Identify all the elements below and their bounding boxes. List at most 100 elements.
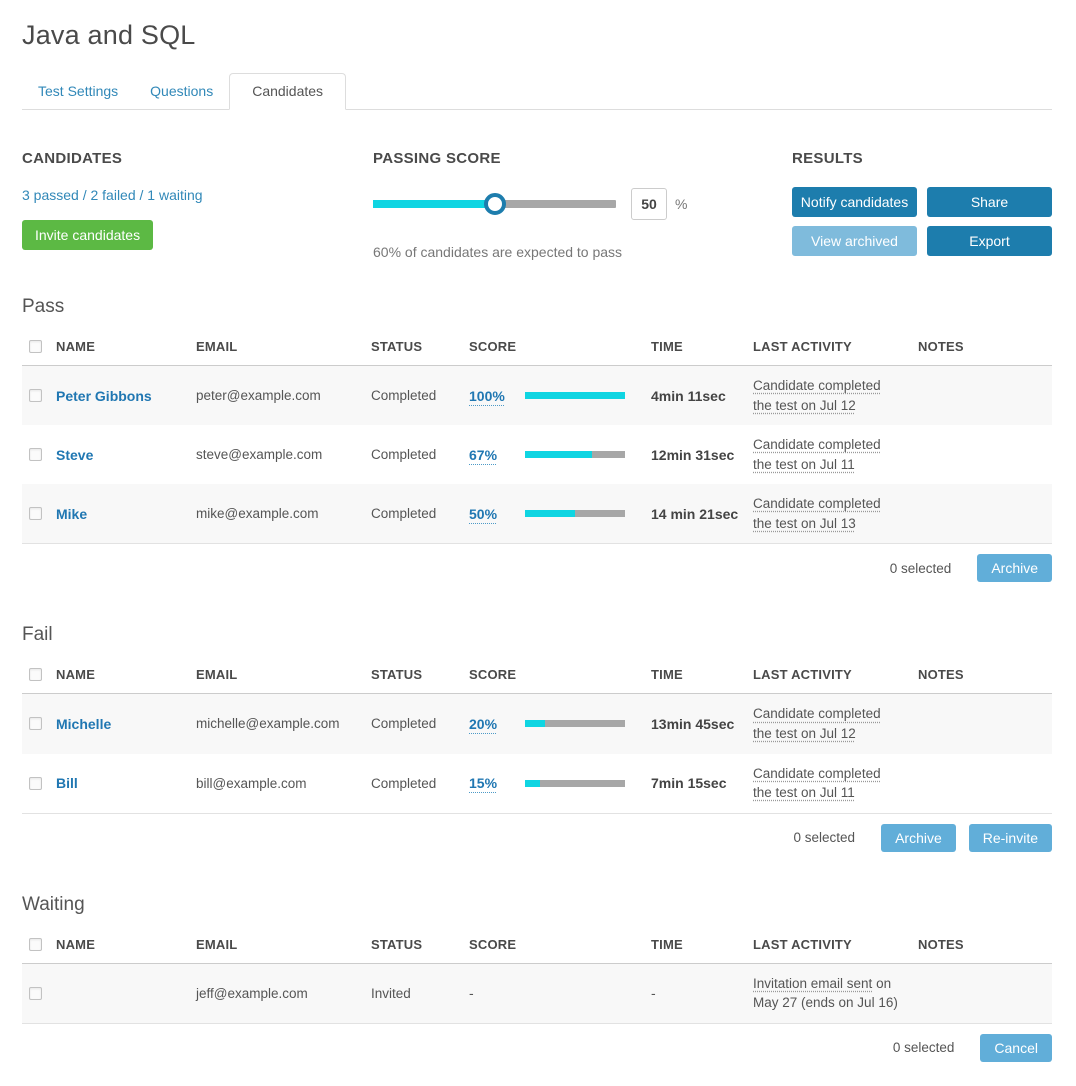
candidates-panel: CANDIDATES 3 passed / 2 failed / 1 waiti… xyxy=(22,150,373,260)
section-title: Pass xyxy=(22,296,65,317)
candidates-summary-link[interactable]: 3 passed / 2 failed / 1 waiting xyxy=(22,187,203,203)
passing-score-panel: PASSING SCORE % 60% of candidates are ex… xyxy=(373,150,787,260)
select-all-checkbox[interactable] xyxy=(29,340,42,353)
score-link[interactable]: 15% xyxy=(469,775,498,792)
candidate-name-link[interactable]: Mike xyxy=(56,505,88,522)
notify-candidates-button[interactable]: Notify candidates xyxy=(792,187,917,217)
activity-tooltip-link[interactable]: Candidate completed the test on Jul 11 xyxy=(753,765,881,801)
passing-score-input[interactable] xyxy=(631,188,667,220)
last-activity-text: Candidate completed the test on Jul 13 xyxy=(753,494,912,533)
column-header-last-activity: LAST ACTIVITY xyxy=(753,658,918,695)
section-footer: 0 selected Archive Re-invite xyxy=(22,823,1052,852)
tab-test-settings[interactable]: Test Settings xyxy=(38,83,119,99)
table-header-row: NAME EMAIL STATUS SCORE TIME LAST ACTIVITY NOT… xyxy=(22,330,1052,366)
archive-button[interactable]: Archive xyxy=(881,823,956,852)
score-bar xyxy=(525,392,625,400)
section-footer: 0 selected Archive xyxy=(22,554,1052,583)
score-bar xyxy=(525,451,625,459)
candidate-name-link[interactable]: Bill xyxy=(56,775,78,792)
slider-handle[interactable] xyxy=(483,193,506,215)
column-header-name: NAME xyxy=(56,658,196,695)
activity-tooltip-link[interactable]: Invitation email sent xyxy=(753,975,873,991)
row-select-cell xyxy=(22,425,56,484)
score-bar-fill xyxy=(525,451,592,459)
row-checkbox[interactable] xyxy=(29,448,42,462)
time-cell: 12min 31sec xyxy=(651,425,753,484)
candidate-row: Bill bill@example.com Completed 15% 7min 15s… xyxy=(22,753,1052,814)
row-checkbox[interactable] xyxy=(29,986,42,1000)
score-bar-fill xyxy=(525,779,540,787)
last-activity-cell: Candidate completed the test on Jul 12 xyxy=(753,366,918,426)
column-header-time: TIME xyxy=(651,927,753,964)
tab-candidates[interactable]: Candidates xyxy=(229,73,347,110)
candidate-name-link[interactable]: Peter Gibbons xyxy=(56,387,152,404)
results-heading: RESULTS xyxy=(792,150,863,167)
name-cell: Peter Gibbons xyxy=(56,366,196,426)
cancel-button[interactable]: Cancel xyxy=(980,1033,1052,1062)
activity-tooltip-link[interactable]: Candidate completed the test on Jul 11 xyxy=(753,437,881,472)
export-button[interactable]: Export xyxy=(927,226,1052,256)
share-button[interactable]: Share xyxy=(927,187,1052,217)
column-header-email: EMAIL xyxy=(196,330,371,366)
row-checkbox[interactable] xyxy=(29,717,42,731)
candidate-row: jeff@example.com Invited - - Invitation emai… xyxy=(22,963,1052,1024)
candidates-table: NAME EMAIL STATUS SCORE TIME LAST ACTIVITY NOT… xyxy=(22,927,1052,1024)
candidate-status: Completed xyxy=(371,716,437,732)
last-activity-cell: Invitation email sent on May 27 (ends on… xyxy=(753,963,918,1024)
row-checkbox[interactable] xyxy=(29,507,42,521)
candidates-table: NAME EMAIL STATUS SCORE TIME LAST ACTIVITY NOT… xyxy=(22,658,1052,814)
last-activity-text: Candidate completed the test on Jul 12 xyxy=(753,704,912,743)
candidate-status: Completed xyxy=(371,447,437,463)
score-link[interactable]: 100% xyxy=(469,387,505,404)
section-footer: 0 selected Cancel xyxy=(22,1033,1052,1062)
activity-tooltip-link[interactable]: Candidate completed the test on Jul 12 xyxy=(753,378,881,413)
score-link[interactable]: 20% xyxy=(469,715,498,732)
view-archived-button[interactable]: View archived xyxy=(792,226,917,256)
column-header-notes: NOTES xyxy=(918,330,1052,366)
row-checkbox[interactable] xyxy=(29,776,42,790)
score-link[interactable]: 50% xyxy=(469,505,498,522)
candidate-name-link[interactable]: Steve xyxy=(56,446,94,463)
candidate-time: 14 min 21sec xyxy=(651,505,739,522)
last-activity-text: Candidate completed the test on Jul 11 xyxy=(753,764,912,803)
re-invite-button[interactable]: Re-invite xyxy=(968,823,1052,852)
passing-score-slider[interactable] xyxy=(373,193,616,215)
candidate-time: 12min 31sec xyxy=(651,446,735,463)
email-cell: michelle@example.com xyxy=(196,694,371,754)
time-cell: 13min 45sec xyxy=(651,694,753,754)
select-all-checkbox[interactable] xyxy=(29,937,42,951)
candidate-row: Michelle michelle@example.com Completed 20%… xyxy=(22,693,1052,754)
notes-cell xyxy=(918,963,1052,1024)
row-select-cell xyxy=(22,366,56,426)
score-wrap: 50% xyxy=(469,506,645,522)
status-cell: Completed xyxy=(371,366,469,426)
activity-tooltip-link[interactable]: Candidate completed the test on Jul 12 xyxy=(753,706,881,741)
column-header-time: TIME xyxy=(651,330,753,366)
select-all-checkbox[interactable] xyxy=(29,668,42,682)
select-all-cell xyxy=(22,330,56,366)
selected-count: 0 selected xyxy=(889,560,952,576)
email-cell: jeff@example.com xyxy=(196,963,371,1024)
tab-questions[interactable]: Questions xyxy=(150,83,214,99)
passing-score-note: 60% of candidates are expected to pass xyxy=(373,244,623,260)
invite-candidates-button[interactable]: Invite candidates xyxy=(22,220,154,250)
archive-button[interactable]: Archive xyxy=(977,554,1052,583)
candidate-name-link[interactable]: Michelle xyxy=(56,715,112,732)
row-select-cell xyxy=(22,484,56,545)
score-wrap: 67% xyxy=(469,447,645,463)
notes-cell xyxy=(918,366,1052,426)
candidate-time: 4min 11sec xyxy=(651,387,726,404)
time-cell: 7min 15sec xyxy=(651,753,753,814)
email-cell: steve@example.com xyxy=(196,425,371,484)
candidate-time: - xyxy=(651,985,656,1002)
row-select-cell xyxy=(22,963,56,1024)
row-checkbox[interactable] xyxy=(29,389,42,403)
column-header-email: EMAIL xyxy=(196,927,371,964)
section-title: Waiting xyxy=(22,893,85,915)
notes-cell xyxy=(918,694,1052,754)
notes-cell xyxy=(918,484,1052,545)
score-link[interactable]: 67% xyxy=(469,446,498,463)
candidate-time: 7min 15sec xyxy=(651,775,727,792)
activity-tooltip-link[interactable]: Candidate completed the test on Jul 13 xyxy=(753,496,881,531)
last-activity-cell: Candidate completed the test on Jul 11 xyxy=(753,753,918,814)
